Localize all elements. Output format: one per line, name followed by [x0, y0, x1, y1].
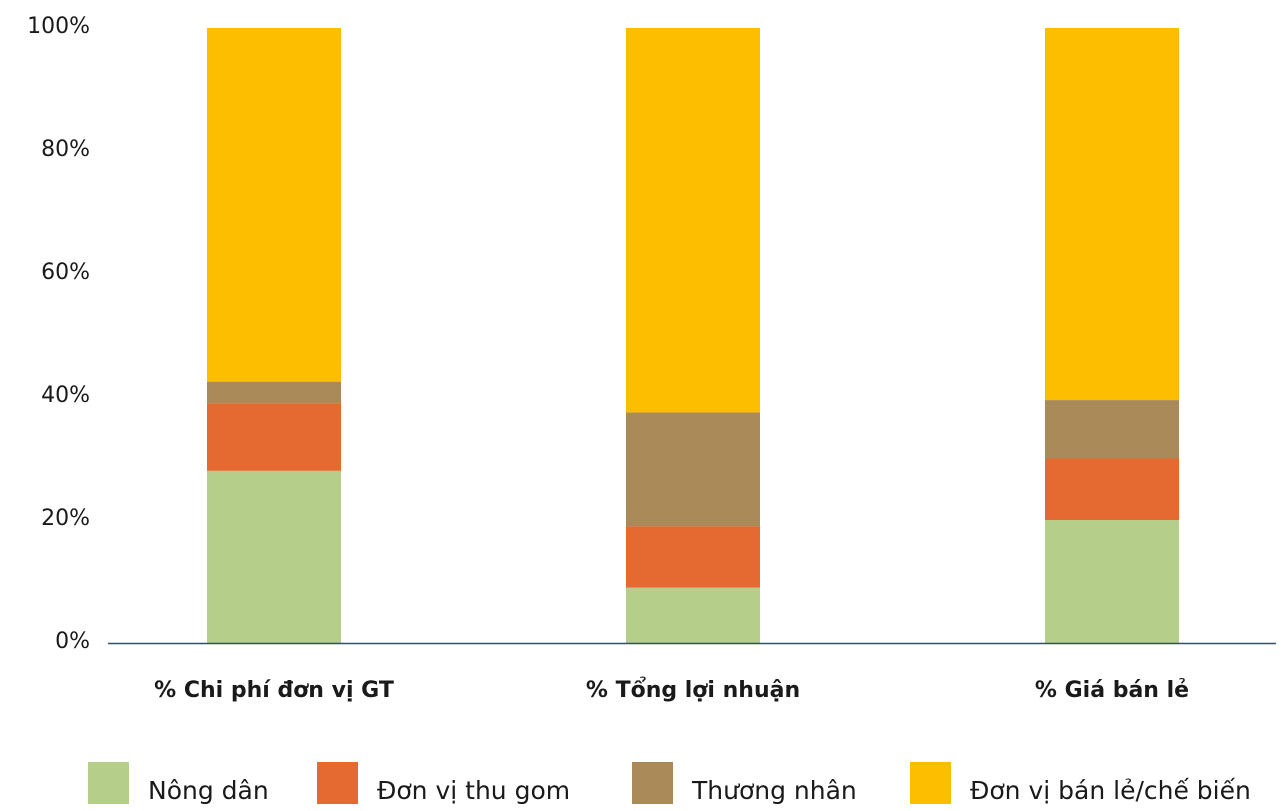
legend-label: Nông dân	[148, 776, 269, 805]
bar-segment	[1045, 458, 1179, 520]
bar-segment	[1045, 520, 1179, 643]
bar-segment	[207, 381, 341, 404]
legend-swatch	[632, 762, 673, 804]
legend-swatch	[88, 762, 129, 804]
y-tick-label: 40%	[41, 383, 90, 408]
legend-label: Đơn vị bán lẻ/chế biến	[970, 776, 1251, 805]
y-axis-ticks: 0% 20% 40% 60% 80% 100%	[27, 14, 90, 654]
x-tick-label: % Giá bán lẻ	[1035, 678, 1189, 703]
bar-segment	[207, 403, 341, 471]
bar-segment	[626, 412, 760, 527]
bar-segment	[1045, 400, 1179, 459]
bar-segment	[626, 526, 760, 588]
x-tick-label: % Chi phí đơn vị GT	[154, 678, 394, 703]
legend-swatch	[910, 762, 951, 804]
y-tick-label: 20%	[41, 506, 90, 531]
bar-segment	[207, 28, 341, 382]
x-tick-label: % Tổng lợi nhuận	[586, 677, 800, 703]
y-tick-label: 80%	[41, 137, 90, 162]
bar-segment	[207, 470, 341, 643]
legend: Nông dân Đơn vị thu gom Thương nhân Đơn …	[88, 762, 1284, 811]
legend-label: Thương nhân	[692, 776, 857, 805]
y-tick-label: 100%	[27, 14, 90, 39]
bars	[207, 28, 1179, 643]
bar-segment	[626, 587, 760, 643]
legend-label: Đơn vị thu gom	[377, 776, 571, 805]
bar-segment	[1045, 28, 1179, 401]
legend-swatch	[317, 762, 358, 804]
x-axis-ticks: % Chi phí đơn vị GT % Tổng lợi nhuận % Giá…	[154, 677, 1189, 703]
y-tick-label: 0%	[55, 629, 90, 654]
bar-segment	[626, 28, 760, 413]
y-tick-label: 60%	[41, 260, 90, 285]
